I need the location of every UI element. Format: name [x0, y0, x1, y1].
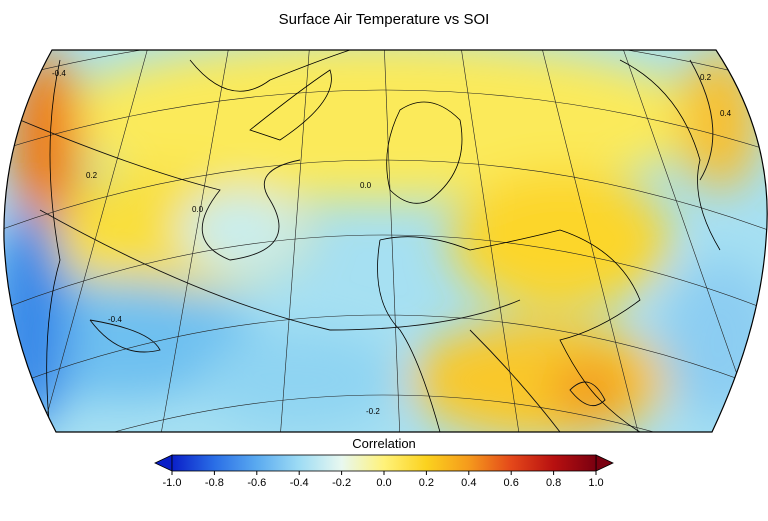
contour-label: -0.4 [52, 69, 66, 78]
colorbar-label: Correlation [352, 436, 416, 451]
colorbar-tick-label: -1.0 [163, 477, 182, 489]
colorbar-tick-label: 0.8 [546, 477, 561, 489]
contour-label: 0.4 [720, 109, 732, 118]
colorbar-tick-label: -0.2 [332, 477, 351, 489]
contour-label: -0.4 [108, 315, 122, 324]
colorbar-over [595, 454, 614, 472]
colorbar-tick-label: 1.0 [588, 477, 603, 489]
colorbar-tick-label: 0.2 [419, 477, 434, 489]
colorbar-tick-label: 0.4 [461, 477, 476, 489]
colorbar-tick-label: -0.6 [247, 477, 266, 489]
contour-label: 0.2 [700, 73, 712, 82]
contours [19, 59, 714, 432]
colorbar-under [154, 454, 173, 472]
contour-label: 0.0 [192, 205, 204, 214]
map-frame [3, 49, 768, 433]
colorbar-tick-label: -0.4 [290, 477, 309, 489]
coastlines [46, 50, 721, 432]
graticule [3, 50, 768, 432]
contour-label: 0.0 [360, 181, 372, 190]
map: -0.4 0.2 0.0 0.0 -0.4 -0.2 0.2 0.4 [3, 50, 768, 432]
colorbar-tick-label: -0.8 [205, 477, 224, 489]
contour-label: 0.2 [86, 171, 98, 180]
chart-title: Surface Air Temperature vs SOI [279, 11, 490, 28]
colorbar-bar [171, 454, 597, 472]
colorbar: -1.0 -0.8 -0.6 -0.4 -0.2 0.0 0.2 0.4 0.6 0.8 1.0 [154, 454, 614, 489]
colorbar-tick-label: 0.6 [504, 477, 519, 489]
contour-label: -0.2 [366, 407, 380, 416]
colorbar-tick-label: 0.0 [376, 477, 391, 489]
